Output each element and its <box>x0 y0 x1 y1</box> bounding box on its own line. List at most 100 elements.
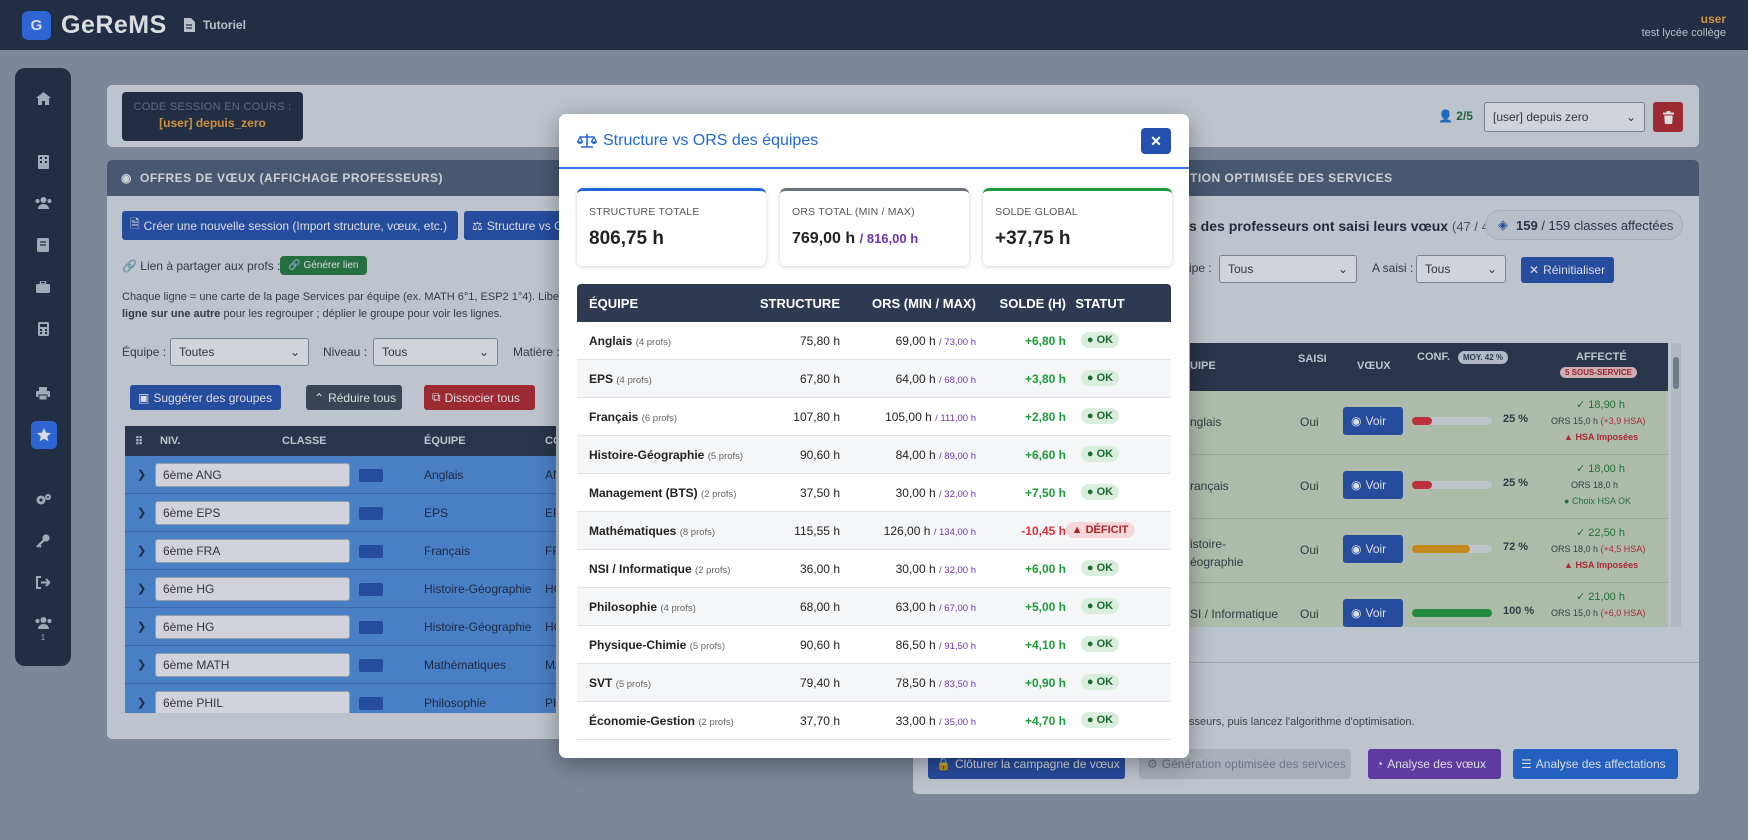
building-icon[interactable] <box>15 148 71 176</box>
table-row[interactable]: ❯ 6ème MATH Mathématiques MA <box>125 646 556 684</box>
structure-cell: 36,00 h <box>799 562 840 576</box>
gears-icon[interactable] <box>15 485 71 513</box>
link-icon: 🔗 <box>122 259 137 273</box>
home-icon[interactable] <box>15 84 71 112</box>
group-icon[interactable] <box>359 507 383 520</box>
col-conf[interactable]: CONF. <box>1417 351 1450 363</box>
group-icon[interactable] <box>359 697 383 710</box>
online-users-icon[interactable]: 1 <box>15 609 71 642</box>
table-row: rançais Oui ◉ Voir 25 % ✓ 18,00 h ORS 18,… <box>1190 455 1668 519</box>
session-select-value: [user] depuis zero <box>1493 110 1589 124</box>
group-icon[interactable] <box>359 659 383 672</box>
col-equipe-r[interactable]: UIPE <box>1190 360 1216 372</box>
table-row: istoire- éographie Oui ◉ Voir 72 % ✓ 22,5… <box>1190 519 1668 583</box>
ors-max: / 67,00 h <box>939 603 976 614</box>
group-icon[interactable] <box>359 583 383 596</box>
briefcase-icon[interactable] <box>15 273 71 301</box>
calculator-icon[interactable] <box>15 315 71 343</box>
col-classe[interactable]: CLASSE <box>282 435 327 447</box>
group-icon[interactable] <box>359 545 383 558</box>
chevron-down-icon: ⌄ <box>1337 262 1348 276</box>
profs-count: 2/5 <box>1456 109 1473 123</box>
star-icon[interactable] <box>31 421 57 449</box>
divider <box>913 662 1699 663</box>
right-filter-team-select[interactable]: Tous ⌄ <box>1219 255 1357 283</box>
generate-link-button[interactable]: 🔗 Générer lien <box>280 256 367 275</box>
class-input[interactable]: 6ème MATH <box>155 653 350 677</box>
structure-ors-modal: Structure vs ORS des équipes ✕ STRUCTURE… <box>559 114 1189 758</box>
help-line-2-text: pour les regrouper ; déplier le groupe p… <box>223 308 503 320</box>
row-code: PH <box>545 696 556 710</box>
class-input[interactable]: 6ème FRA <box>155 539 350 563</box>
view-voeux-button[interactable]: ◉ Voir <box>1343 471 1403 499</box>
session-select[interactable]: [user] depuis zero ⌄ <box>1484 102 1645 132</box>
object-group-icon: ▣ <box>138 390 150 405</box>
app-logo[interactable]: G <box>22 10 51 40</box>
help-line-2: ligne sur une autre pour les regrouper ;… <box>122 308 502 320</box>
status-badge: ● OK <box>1080 598 1120 614</box>
structure-vs-ors-button[interactable]: ⚖Structure vs ORS des équipes <box>464 211 564 240</box>
view-voeux-button[interactable]: ◉ Voir <box>1343 535 1403 563</box>
chevron-right-icon[interactable]: ❯ <box>137 545 147 557</box>
suggest-groups-button[interactable]: ▣ Suggérer des groupes <box>130 385 281 410</box>
col-code[interactable]: CO <box>545 435 562 447</box>
analyse-voeux-button[interactable]: ◔ Analyse des vœux <box>1368 749 1501 779</box>
ors-cell: 63,00 h / 67,00 h <box>896 600 976 614</box>
collapse-all-button[interactable]: ⌃ Réduire tous <box>306 385 402 410</box>
balance-cell: +6,80 h <box>1024 334 1066 348</box>
analyse-affectations-button[interactable]: ☰ Analyse des affectations <box>1513 749 1678 779</box>
filter-saisi-select[interactable]: Tous ⌄ <box>1416 255 1506 283</box>
table-row[interactable]: ❯ 6ème PHIL Philosophie PH <box>125 684 556 713</box>
book-icon[interactable] <box>15 231 71 259</box>
dissociate-all-button[interactable]: ⧉ Dissocier tous <box>424 385 535 410</box>
users-icon[interactable] <box>15 189 71 217</box>
printer-icon[interactable] <box>15 379 71 407</box>
chevron-right-icon[interactable]: ❯ <box>137 583 147 595</box>
tutorial-link[interactable]: Tutoriel <box>183 18 246 32</box>
filter-team-select[interactable]: Toutes ⌄ <box>170 338 309 366</box>
new-session-button[interactable]: 🗎 Créer une nouvelle session (Import stru… <box>122 211 458 240</box>
ors-value: ORS 15,0 h <box>1551 416 1599 426</box>
modal-close-button[interactable]: ✕ <box>1141 128 1171 154</box>
group-icon[interactable] <box>359 469 383 482</box>
col-equipe[interactable]: ÉQUIPE <box>424 435 466 447</box>
table-row[interactable]: ❯ 6ème FRA Français FR <box>125 532 556 570</box>
chevron-right-icon[interactable]: ❯ <box>137 469 147 481</box>
table-row[interactable]: ❯ 6ème HG Histoire-Géographie HG <box>125 608 556 646</box>
logout-icon[interactable] <box>15 568 71 596</box>
scrollbar-thumb[interactable] <box>1673 357 1679 389</box>
chevron-right-icon[interactable]: ❯ <box>137 621 147 633</box>
chevron-right-icon[interactable]: ❯ <box>137 659 147 671</box>
view-voeux-button[interactable]: ◉ Voir <box>1343 599 1403 627</box>
filter-level-select[interactable]: Tous ⌄ <box>373 338 498 366</box>
col-niv[interactable]: NIV. <box>160 435 181 447</box>
reset-button[interactable]: ✕ Réinitialiser <box>1521 257 1614 283</box>
chevron-right-icon[interactable]: ❯ <box>137 507 147 519</box>
class-input[interactable]: 6ème EPS <box>155 501 350 525</box>
view-voeux-button[interactable]: ◉ Voir <box>1343 407 1403 435</box>
key-icon[interactable] <box>15 527 71 555</box>
col-affecte[interactable]: AFFECTÉ <box>1576 351 1627 363</box>
structure-cell: 75,80 h <box>799 334 840 348</box>
class-input[interactable]: 6ème HG <box>155 615 350 639</box>
class-input[interactable]: 6ème PHIL <box>155 691 350 713</box>
class-input[interactable]: 6ème ANG <box>155 463 350 487</box>
reset-label: Réinitialiser <box>1543 263 1606 277</box>
ors-line: ORS 15,0 h (+3,9 HSA) <box>1551 416 1645 426</box>
delete-session-button[interactable] <box>1653 102 1683 132</box>
ors-max: / 91,50 h <box>939 641 976 652</box>
app-brand[interactable]: GeReMS <box>61 10 167 39</box>
check-circle-icon: ● <box>1086 600 1094 612</box>
services-scrollbar[interactable] <box>1671 343 1681 627</box>
class-input[interactable]: 6ème HG <box>155 577 350 601</box>
structure-ors-table: ÉQUIPE STRUCTURE ORS (MIN / MAX) SOLDE (… <box>577 284 1171 740</box>
table-row[interactable]: ❯ 6ème HG Histoire-Géographie HG <box>125 570 556 608</box>
table-row[interactable]: ❯ 6ème EPS EPS EP <box>125 494 556 532</box>
chevron-right-icon[interactable]: ❯ <box>137 697 147 709</box>
close-icon: ✕ <box>1150 132 1162 149</box>
group-icon[interactable] <box>359 621 383 634</box>
col-saisi[interactable]: SAISI <box>1298 353 1327 365</box>
table-row[interactable]: ❯ 6ème ANG Anglais AN <box>125 456 556 494</box>
hsa-value: (+4,5 HSA) <box>1600 544 1646 554</box>
layers-icon: ◈ <box>1498 217 1508 232</box>
